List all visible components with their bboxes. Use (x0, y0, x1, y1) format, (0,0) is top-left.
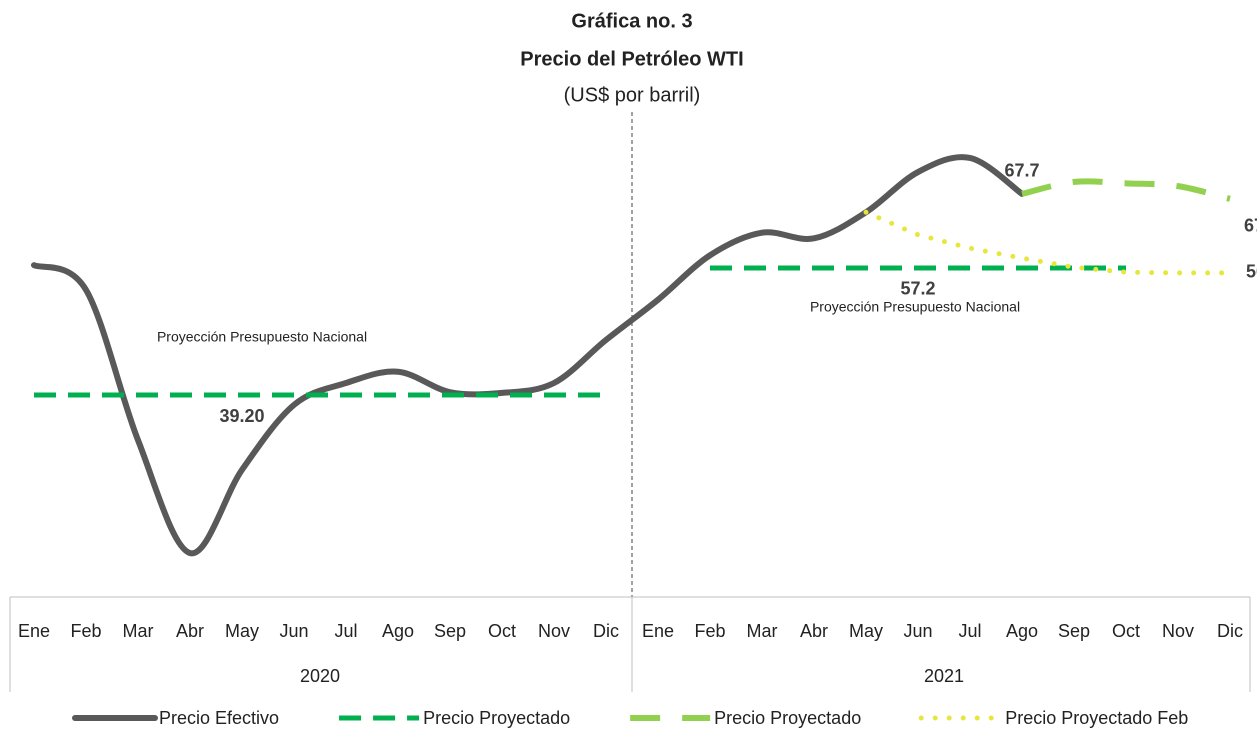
legend-label: Precio Efectivo (159, 708, 279, 728)
chart-subtitle: (US$ por barril) (564, 84, 701, 106)
x-tick-label: Jul (958, 621, 981, 641)
year-label: 2020 (300, 666, 340, 686)
x-tick-label: Jul (334, 621, 357, 641)
x-tick-label: Ago (382, 621, 414, 641)
x-tick-label: Oct (1112, 621, 1140, 641)
x-tick-label: Dic (1217, 621, 1243, 641)
x-tick-label: May (849, 621, 883, 641)
chart-title: Precio del Petróleo WTI (520, 48, 743, 70)
x-tick-label: Ene (18, 621, 50, 641)
annotation: Proyección Presupuesto Nacional (157, 329, 367, 345)
annotation: Proyección Presupuesto Nacional (810, 299, 1020, 315)
series-line (863, 209, 1233, 276)
x-tick-label: Nov (538, 621, 570, 641)
x-tick-label: Feb (70, 621, 101, 641)
x-tick-label: Feb (694, 621, 725, 641)
axis-frame (9, 596, 1251, 692)
x-tick-label: Dic (593, 621, 619, 641)
legend-label: Precio Proyectado (714, 708, 861, 728)
x-tick-label: Sep (434, 621, 466, 641)
x-tick-label: Abr (800, 621, 828, 641)
x-tick-label: Mar (123, 621, 154, 641)
series-line (1021, 178, 1231, 202)
data-label: 39.20 (219, 406, 264, 426)
data-label: 56.5 (1246, 262, 1257, 282)
x-tick-label: Ago (1006, 621, 1038, 641)
x-tick-label: May (225, 621, 259, 641)
series-line (31, 154, 1025, 557)
data-label: 67.7 (1004, 161, 1039, 181)
x-tick-label: Jun (279, 621, 308, 641)
data-label: 67.0 (1244, 216, 1257, 236)
x-tick-label: Abr (176, 621, 204, 641)
year-label: 2021 (924, 666, 964, 686)
x-tick-label: Ene (642, 621, 674, 641)
legend-label: Precio Proyectado (423, 708, 570, 728)
x-tick-label: Jun (903, 621, 932, 641)
x-tick-label: Nov (1162, 621, 1194, 641)
x-tick-label: Sep (1058, 621, 1090, 641)
x-tick-label: Oct (488, 621, 516, 641)
x-tick-label: Mar (747, 621, 778, 641)
chart-title: Gráfica no. 3 (571, 10, 692, 32)
legend-label: Precio Proyectado Feb (1005, 708, 1188, 728)
data-label: 57.2 (900, 279, 935, 299)
